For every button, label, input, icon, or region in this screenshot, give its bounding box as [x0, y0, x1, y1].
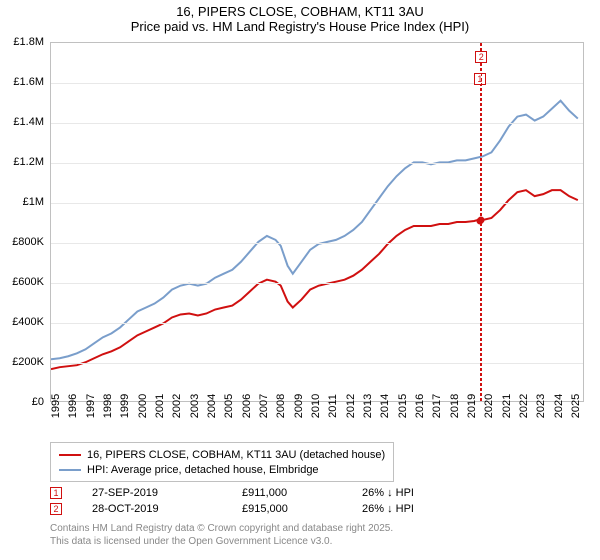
legend-box: 16, PIPERS CLOSE, COBHAM, KT11 3AU (deta…	[50, 442, 394, 482]
x-tick-label: 2022	[518, 394, 530, 418]
x-tick-label: 2000	[137, 394, 149, 418]
y-gridline	[51, 123, 583, 124]
x-tick-label: 2004	[206, 394, 218, 418]
x-tick-label: 2019	[466, 394, 478, 418]
table-row: 1 27-SEP-2019£911,00026% ↓ HPI	[50, 485, 584, 501]
footer-line2: This data is licensed under the Open Gov…	[50, 535, 393, 548]
y-tick-label: £600K	[12, 276, 44, 288]
y-tick-label: £1.4M	[13, 116, 44, 128]
series-line	[51, 190, 578, 369]
x-tick-label: 1998	[102, 394, 114, 418]
x-tick-label: 2023	[535, 394, 547, 418]
row-price: £915,000	[242, 503, 362, 515]
footer-attribution: Contains HM Land Registry data © Crown c…	[50, 522, 393, 548]
y-gridline	[51, 203, 583, 204]
x-tick-label: 1999	[119, 394, 131, 418]
x-tick-label: 2015	[397, 394, 409, 418]
x-tick-label: 2024	[553, 394, 565, 418]
legend-swatch	[59, 469, 81, 471]
legend-swatch	[59, 454, 81, 456]
event-marker: 1	[474, 73, 486, 85]
y-tick-label: £400K	[12, 316, 44, 328]
x-tick-label: 2014	[379, 394, 391, 418]
y-gridline	[51, 163, 583, 164]
y-tick-label: £1.8M	[13, 36, 44, 48]
data-table: 1 27-SEP-2019£911,00026% ↓ HPI 2 28-OCT-201…	[50, 485, 584, 517]
y-tick-label: £1.6M	[13, 76, 44, 88]
footer-line1: Contains HM Land Registry data © Crown c…	[50, 522, 393, 535]
x-tick-label: 2025	[570, 394, 582, 418]
row-price: £911,000	[242, 487, 362, 499]
legend-label: 16, PIPERS CLOSE, COBHAM, KT11 3AU (deta…	[87, 449, 385, 461]
y-gridline	[51, 323, 583, 324]
y-tick-label: £1M	[23, 196, 44, 208]
x-tick-label: 2006	[241, 394, 253, 418]
series-line	[51, 101, 578, 360]
x-tick-label: 2005	[223, 394, 235, 418]
y-gridline	[51, 83, 583, 84]
event-dot	[478, 217, 485, 224]
row-marker: 1	[50, 487, 62, 499]
chart-title-block: 16, PIPERS CLOSE, COBHAM, KT11 3AU Price…	[0, 0, 600, 34]
y-gridline	[51, 363, 583, 364]
x-tick-label: 2018	[449, 394, 461, 418]
legend-row: 16, PIPERS CLOSE, COBHAM, KT11 3AU (deta…	[59, 447, 385, 462]
x-tick-label: 2017	[431, 394, 443, 418]
row-pct: 26% ↓ HPI	[362, 487, 482, 499]
x-tick-label: 1996	[67, 394, 79, 418]
x-tick-label: 2010	[310, 394, 322, 418]
legend-label: HPI: Average price, detached house, Elmb…	[87, 464, 319, 476]
x-tick-label: 1997	[85, 394, 97, 418]
y-axis: £0£200K£400K£600K£800K£1M£1.2M£1.4M£1.6M…	[0, 42, 48, 402]
x-tick-label: 2001	[154, 394, 166, 418]
y-gridline	[51, 243, 583, 244]
x-tick-label: 2003	[189, 394, 201, 418]
chart-title-subtitle: Price paid vs. HM Land Registry's House …	[0, 19, 600, 34]
y-tick-label: £0	[32, 396, 44, 408]
x-tick-label: 2016	[414, 394, 426, 418]
y-tick-label: £200K	[12, 356, 44, 368]
table-row: 2 28-OCT-2019£915,00026% ↓ HPI	[50, 501, 584, 517]
x-tick-label: 2020	[483, 394, 495, 418]
chart-title-address: 16, PIPERS CLOSE, COBHAM, KT11 3AU	[0, 4, 600, 19]
row-marker: 2	[50, 503, 62, 515]
y-tick-label: £1.2M	[13, 156, 44, 168]
chart-lines-svg	[51, 43, 583, 401]
row-pct: 26% ↓ HPI	[362, 503, 482, 515]
x-tick-label: 2009	[293, 394, 305, 418]
event-marker: 2	[475, 51, 487, 63]
x-tick-label: 2002	[171, 394, 183, 418]
chart-container: 16, PIPERS CLOSE, COBHAM, KT11 3AU Price…	[0, 0, 600, 560]
y-tick-label: £800K	[12, 236, 44, 248]
x-axis: 1995199619971998199920002001200220032004…	[50, 404, 584, 444]
x-tick-label: 2011	[327, 394, 339, 418]
x-tick-label: 2008	[275, 394, 287, 418]
x-tick-label: 2007	[258, 394, 270, 418]
x-tick-label: 1995	[50, 394, 62, 418]
row-date: 28-OCT-2019	[92, 503, 242, 515]
x-tick-label: 2012	[345, 394, 357, 418]
row-date: 27-SEP-2019	[92, 487, 242, 499]
plot-area: 12	[50, 42, 584, 402]
x-tick-label: 2013	[362, 394, 374, 418]
x-tick-label: 2021	[501, 394, 513, 418]
y-gridline	[51, 283, 583, 284]
legend-row: HPI: Average price, detached house, Elmb…	[59, 462, 385, 477]
